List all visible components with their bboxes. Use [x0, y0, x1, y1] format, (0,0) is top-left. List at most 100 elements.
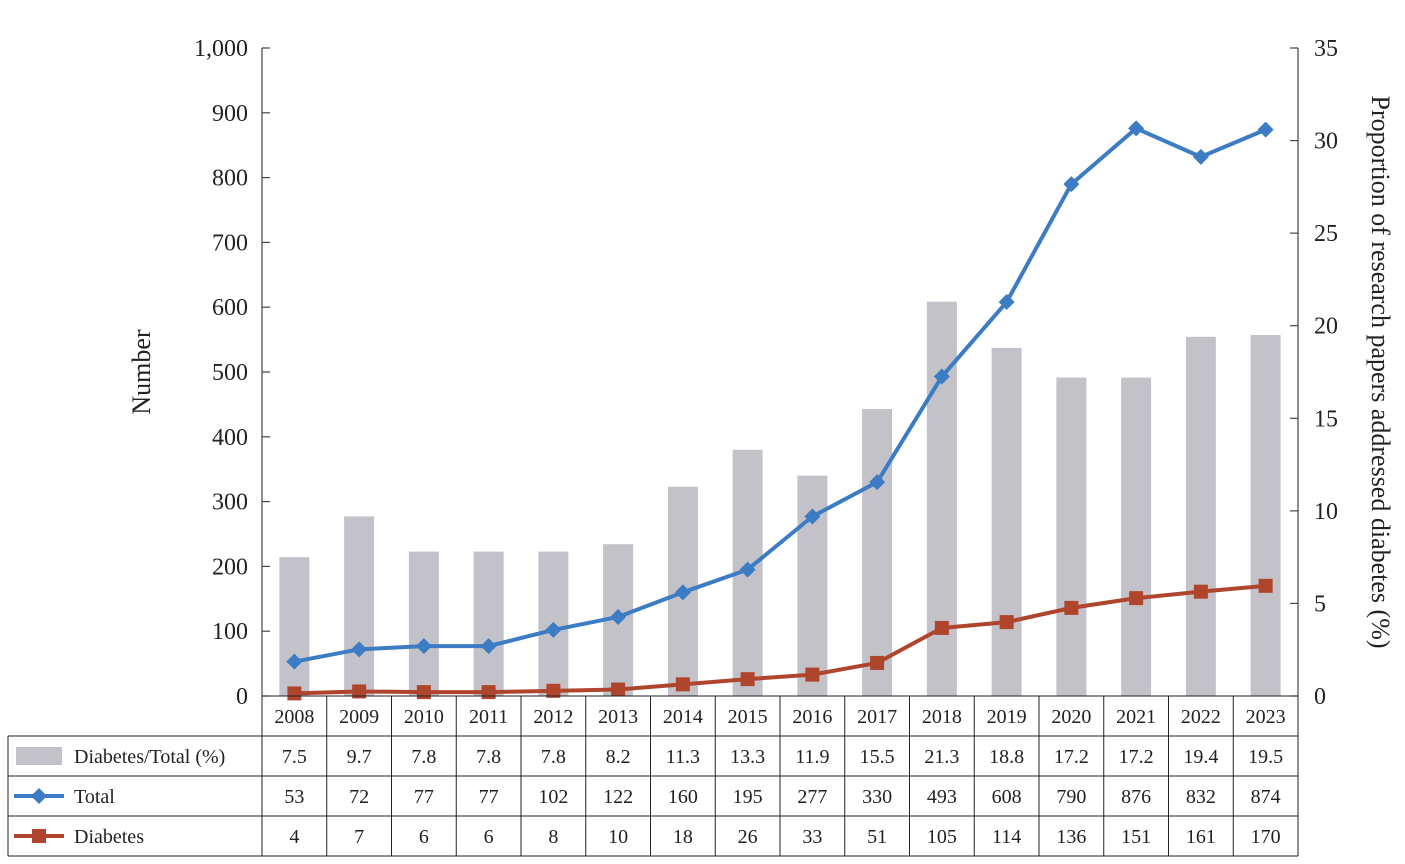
point-total-2008 — [286, 653, 303, 670]
point-total-2022 — [1192, 148, 1209, 165]
point-diabetes-2023 — [1258, 578, 1273, 593]
y-tick-label: 600 — [212, 295, 248, 321]
y2-tick-label: 25 — [1314, 221, 1338, 247]
x-tick-label: 2022 — [1181, 706, 1221, 728]
x-tick-label: 2015 — [728, 706, 768, 728]
x-tick-label: 2016 — [792, 706, 832, 728]
bar-2009 — [344, 516, 375, 696]
y-tick-label: 200 — [212, 554, 248, 580]
data-label: 161 — [1186, 826, 1216, 848]
line-diabetes — [294, 583, 1266, 696]
y-axis-title: Number — [127, 329, 156, 415]
data-label: 33 — [802, 826, 822, 848]
data-label: 7.8 — [476, 746, 501, 768]
data-label: 7.8 — [541, 746, 566, 768]
x-tick-label: 2011 — [469, 706, 508, 728]
point-total-2015 — [739, 561, 756, 578]
bar-2008 — [279, 557, 310, 696]
y2-axis-title: Proportion of research papers addressed … — [1366, 95, 1395, 648]
point-total-2010 — [415, 638, 432, 655]
y2-tick-label: 0 — [1314, 684, 1326, 710]
data-label: 608 — [992, 786, 1022, 808]
data-label: 7.8 — [411, 746, 436, 768]
legend-key-marker — [31, 788, 47, 804]
point-diabetes-2016 — [805, 667, 820, 682]
bar-series — [279, 301, 1281, 696]
point-diabetes-2008 — [287, 686, 302, 701]
data-label: 17.2 — [1054, 746, 1089, 768]
data-label: 72 — [349, 786, 369, 808]
data-label: 8.2 — [606, 746, 631, 768]
y2-tick-label: 35 — [1314, 36, 1338, 62]
point-diabetes-2018 — [934, 620, 949, 635]
x-tick-label: 2023 — [1246, 706, 1286, 728]
bar-2019 — [991, 347, 1022, 696]
data-label: 51 — [867, 826, 887, 848]
data-label: 160 — [668, 786, 698, 808]
data-label: 876 — [1121, 786, 1151, 808]
data-label: 790 — [1056, 786, 1086, 808]
data-label: 114 — [992, 826, 1021, 848]
point-diabetes-2010 — [416, 685, 431, 700]
point-diabetes-2017 — [870, 655, 885, 670]
point-total-2017 — [869, 474, 886, 491]
x-tick-label: 2014 — [663, 706, 703, 728]
point-total-2018 — [933, 368, 950, 385]
data-label: 7.5 — [282, 746, 307, 768]
y-tick-label: 0 — [236, 684, 248, 710]
data-label: 493 — [927, 786, 957, 808]
point-diabetes-2021 — [1129, 591, 1144, 606]
y-tick-label: 500 — [212, 360, 248, 386]
x-tick-label: 2008 — [274, 706, 314, 728]
x-tick-label: 2021 — [1116, 706, 1156, 728]
data-label: 18.8 — [989, 746, 1024, 768]
point-total-2019 — [998, 294, 1015, 311]
data-label: 102 — [538, 786, 568, 808]
y2-tick-label: 10 — [1314, 499, 1338, 525]
y-tick-label: 400 — [212, 425, 248, 451]
point-diabetes-2015 — [740, 672, 755, 687]
data-label: 11.9 — [795, 746, 829, 768]
data-label: 10 — [608, 826, 628, 848]
data-label: 17.2 — [1119, 746, 1154, 768]
point-diabetes-2022 — [1193, 584, 1208, 599]
data-label: 7 — [354, 826, 364, 848]
legend-label: Diabetes — [74, 826, 144, 848]
bar-2020 — [1056, 377, 1087, 696]
data-label: 122 — [603, 786, 633, 808]
bar-2021 — [1121, 377, 1152, 696]
y2-tick-label: 20 — [1314, 314, 1338, 340]
bar-2017 — [862, 409, 893, 696]
x-tick-label: 2018 — [922, 706, 962, 728]
data-label: 77 — [414, 786, 434, 808]
legend-key-bar — [16, 747, 62, 765]
data-label: 6 — [419, 826, 429, 848]
data-label: 832 — [1186, 786, 1216, 808]
data-label: 77 — [479, 786, 499, 808]
data-label: 195 — [733, 786, 763, 808]
point-total-2012 — [545, 621, 562, 638]
point-diabetes-2011 — [481, 685, 496, 700]
y-tick-label: 900 — [212, 101, 248, 127]
data-label: 11.3 — [666, 746, 700, 768]
x-tick-label: 2012 — [533, 706, 573, 728]
x-tick-label: 2010 — [404, 706, 444, 728]
y2-tick-label: 5 — [1314, 591, 1326, 617]
data-table: 2008 2009 2010 2011 2012 2013 2014 2015 2016 2017… — [7, 695, 1299, 857]
point-total-2013 — [610, 608, 627, 625]
data-label: 21.3 — [924, 746, 959, 768]
y-tick-label: 800 — [212, 166, 248, 192]
point-diabetes-2009 — [352, 684, 367, 699]
data-label: 330 — [862, 786, 892, 808]
data-label: 105 — [927, 826, 957, 848]
x-tick-label: 2013 — [598, 706, 638, 728]
data-label: 9.7 — [347, 746, 372, 768]
data-label: 19.5 — [1248, 746, 1283, 768]
data-label: 8 — [548, 826, 558, 848]
point-diabetes-2019 — [999, 615, 1014, 630]
legend-key-marker — [32, 829, 46, 843]
data-label: 6 — [484, 826, 494, 848]
point-total-2023 — [1257, 121, 1274, 138]
point-diabetes-2014 — [675, 677, 690, 692]
